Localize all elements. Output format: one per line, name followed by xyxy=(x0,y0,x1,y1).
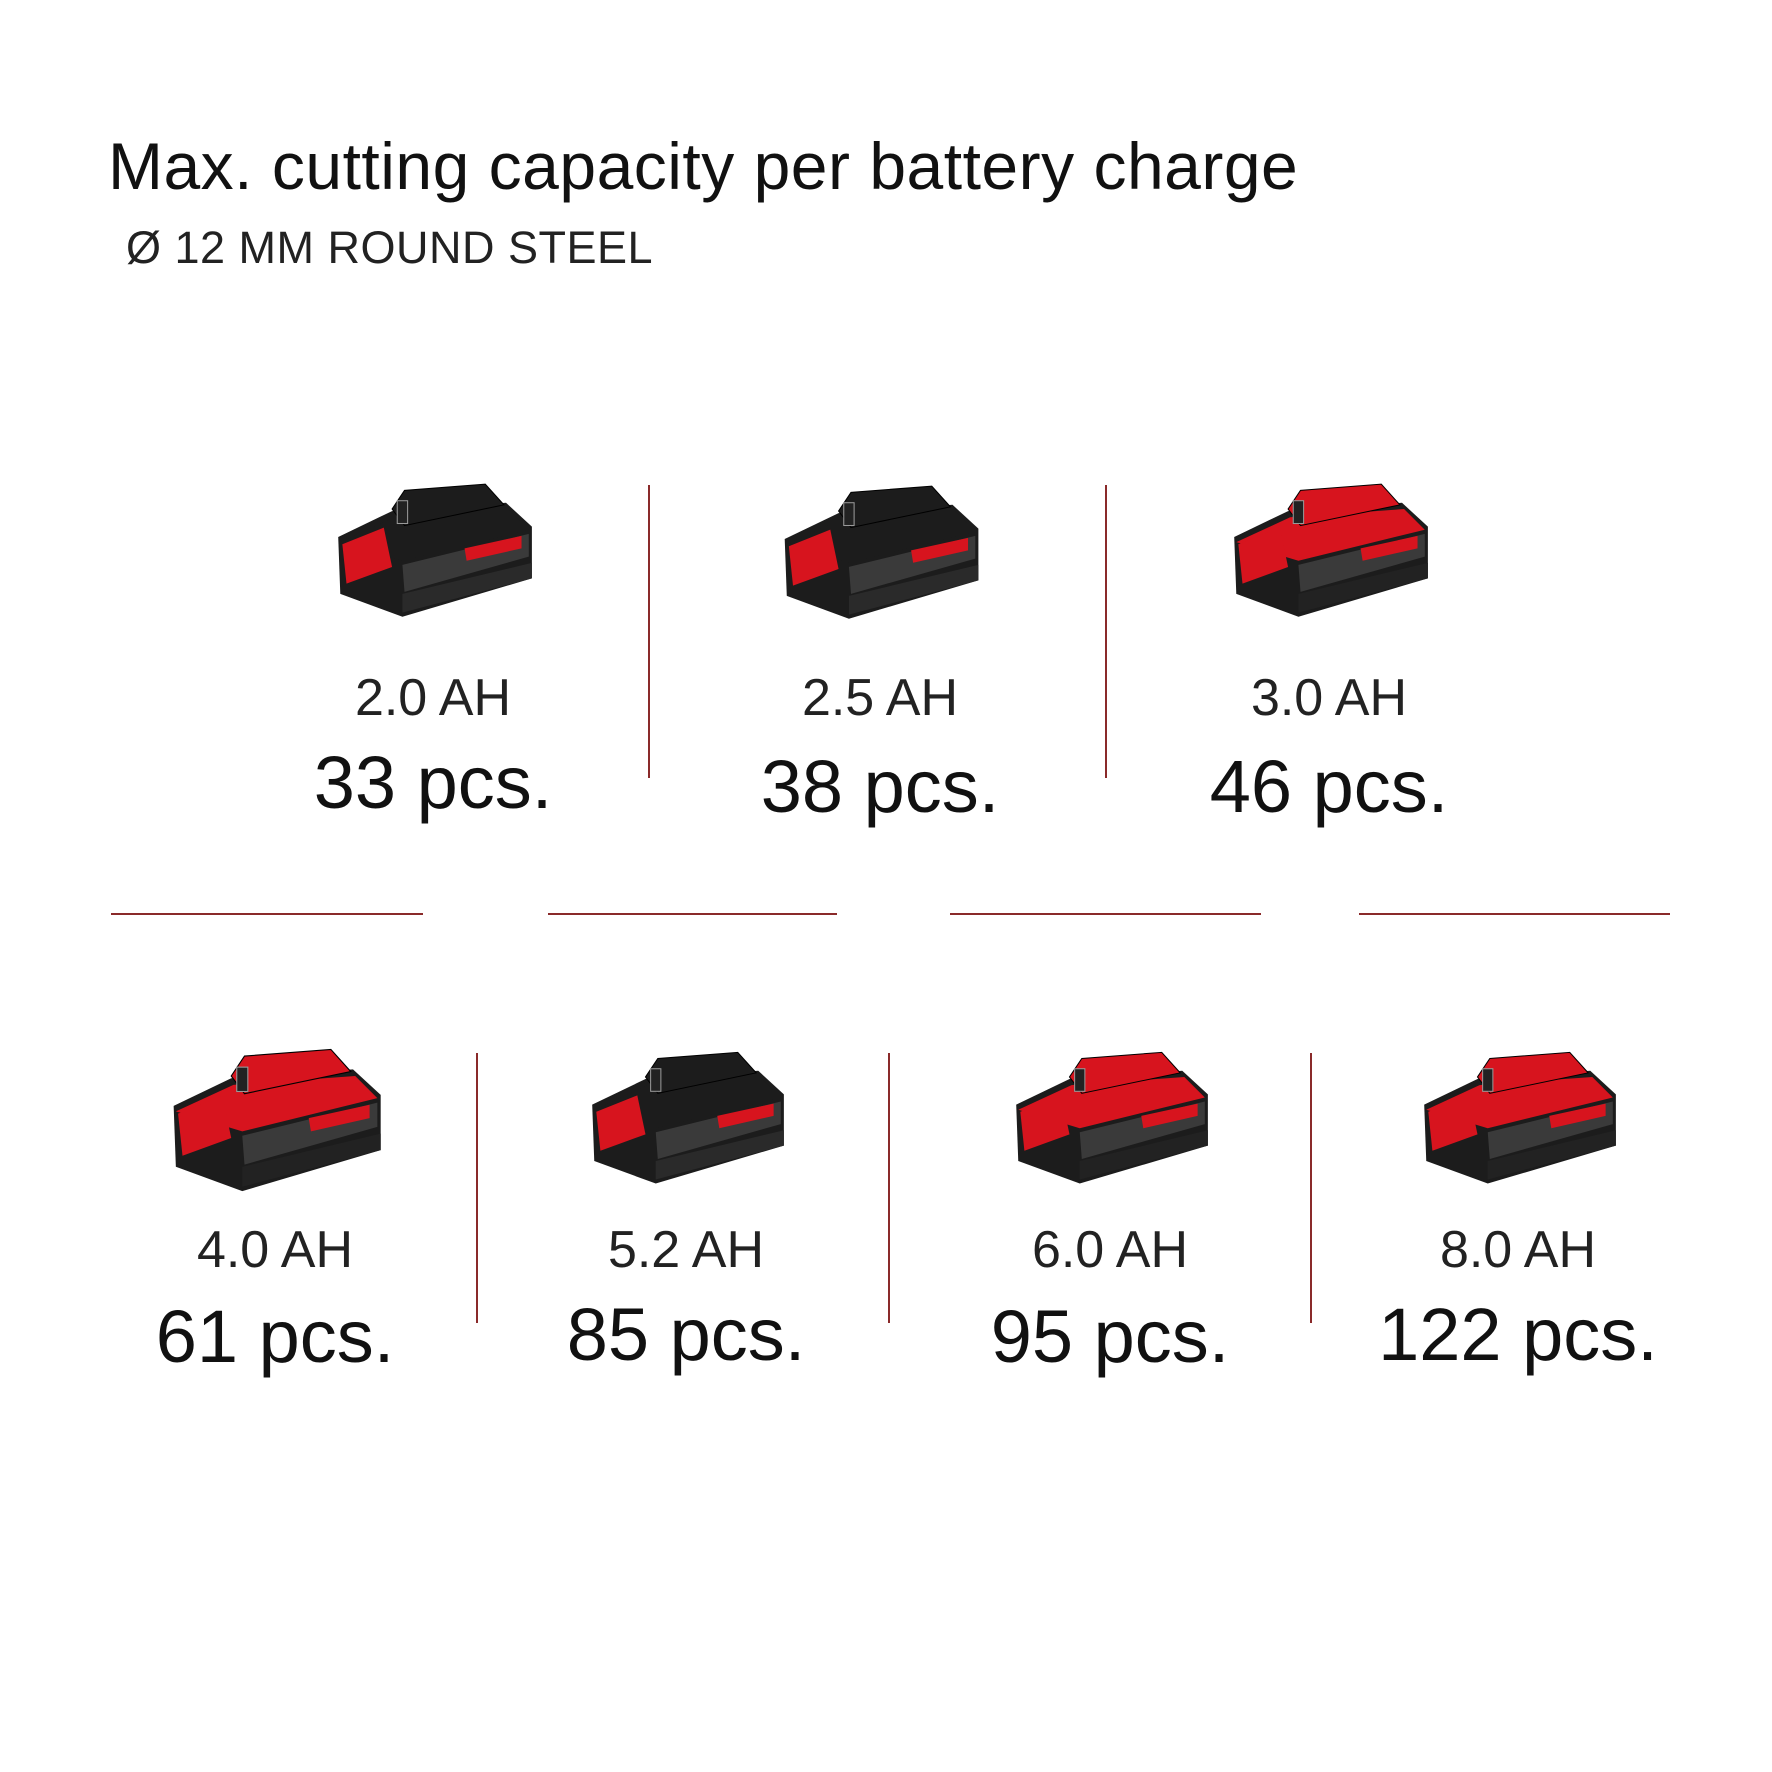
battery-pack-icon xyxy=(1008,1040,1213,1200)
battery-capacity-label: 6.0 AH xyxy=(1031,1221,1189,1279)
cut-count-value: 61 pcs. xyxy=(155,1295,395,1378)
cut-count-value: 95 pcs. xyxy=(990,1295,1230,1378)
battery-pack-icon xyxy=(584,1040,789,1200)
divider-horizontal xyxy=(111,913,423,915)
divider-horizontal xyxy=(950,913,1261,915)
battery-capacity-label: 4.0 AH xyxy=(196,1221,354,1279)
divider-horizontal xyxy=(548,913,837,915)
cut-count-value: 33 pcs. xyxy=(313,741,553,824)
battery-capacity-label: 8.0 AH xyxy=(1439,1221,1597,1279)
battery-capacity-label: 3.0 AH xyxy=(1250,669,1408,727)
battery-pack-icon xyxy=(1416,1040,1621,1200)
page-subtitle: Ø 12 MM ROUND STEEL xyxy=(126,222,654,273)
divider-vertical xyxy=(1105,485,1107,778)
battery-capacity-label: 2.0 AH xyxy=(354,669,512,727)
divider-vertical xyxy=(648,485,650,778)
battery-pack-icon xyxy=(326,480,541,625)
battery-capacity-label: 2.5 AH xyxy=(801,669,959,727)
divider-horizontal xyxy=(1359,913,1670,915)
battery-pack-icon xyxy=(163,1045,388,1200)
battery-capacity-label: 5.2 AH xyxy=(607,1221,765,1279)
battery-pack-icon xyxy=(1222,480,1437,625)
cut-count-value: 122 pcs. xyxy=(1378,1293,1658,1376)
divider-vertical xyxy=(1310,1053,1312,1323)
divider-vertical xyxy=(888,1053,890,1323)
page-title: Max. cutting capacity per battery charge xyxy=(108,129,1299,203)
cut-count-value: 38 pcs. xyxy=(760,745,1000,828)
cut-count-value: 46 pcs. xyxy=(1209,745,1449,828)
battery-pack-icon xyxy=(770,482,990,627)
cut-count-value: 85 pcs. xyxy=(566,1293,806,1376)
divider-vertical xyxy=(476,1053,478,1323)
